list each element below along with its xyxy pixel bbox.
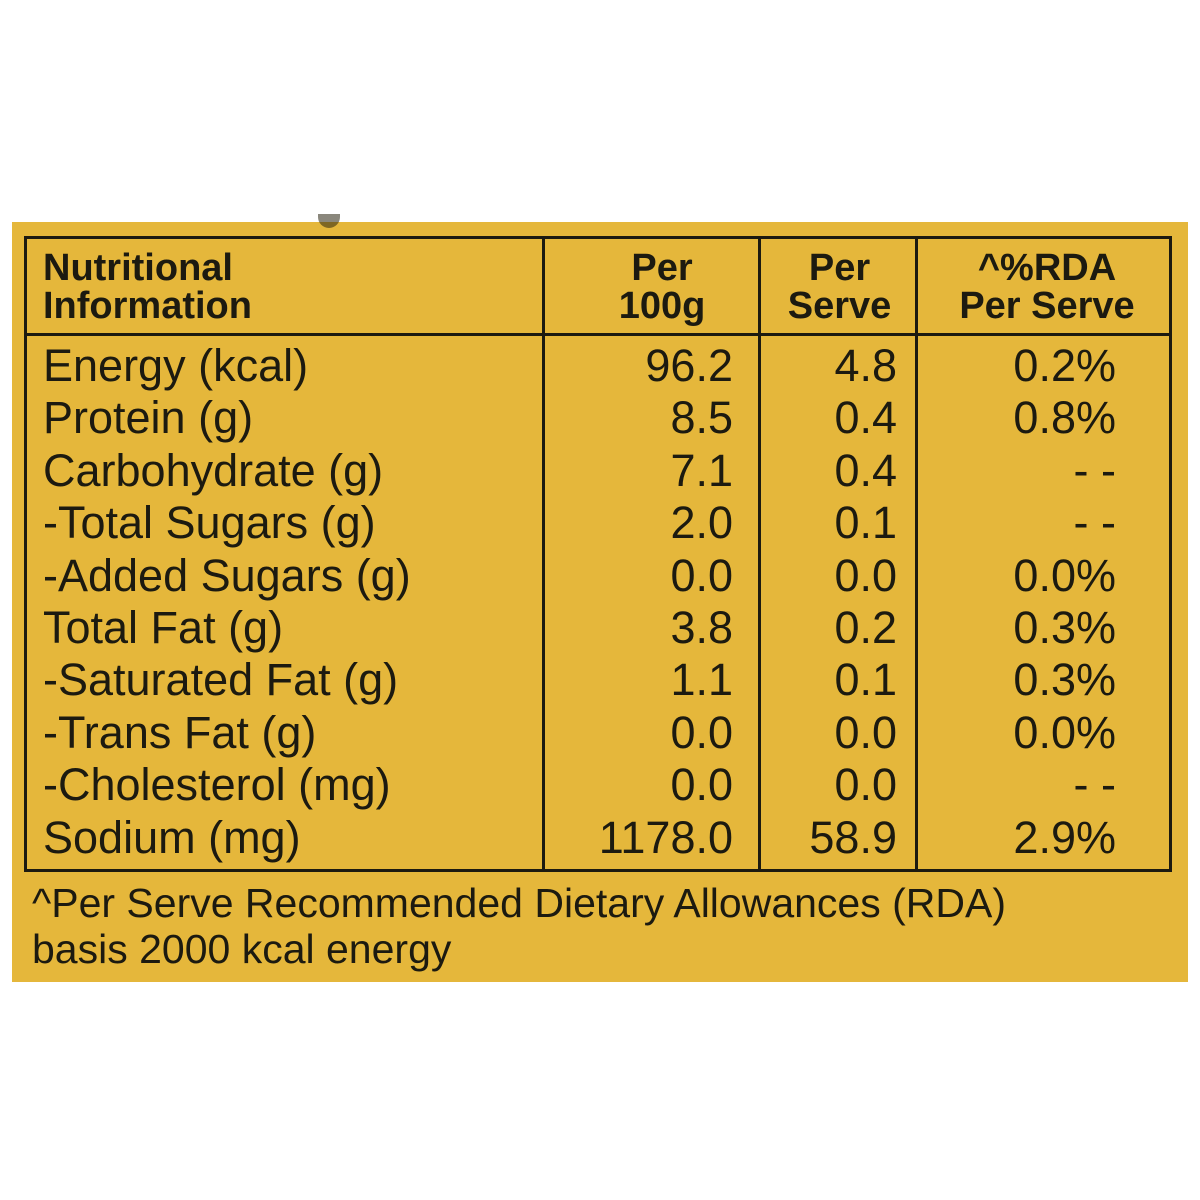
per-serve-value: 0.1 bbox=[834, 497, 897, 549]
per-100g-value: 0.0 bbox=[670, 706, 733, 758]
nutrition-table: Nutritional Information Per 100g Per Ser… bbox=[24, 236, 1172, 872]
rda-value: - - bbox=[1073, 444, 1116, 496]
nutrient-label: -Cholesterol (mg) bbox=[43, 759, 391, 811]
nutrient-label: Sodium (mg) bbox=[43, 811, 301, 863]
header-line: Per bbox=[631, 247, 693, 289]
rda-value: 0.3% bbox=[1013, 602, 1116, 653]
rda-value: - - bbox=[1073, 759, 1116, 811]
nutrient-label: Carbohydrate (g) bbox=[43, 444, 384, 496]
column-divider bbox=[915, 239, 918, 869]
rda-value: 0.3% bbox=[1013, 654, 1116, 706]
nutrient-label: Energy (kcal) bbox=[43, 340, 309, 391]
header-divider bbox=[27, 333, 1169, 336]
per-100g-value: 96.2 bbox=[645, 340, 733, 391]
rda-value: 0.0% bbox=[1013, 706, 1116, 758]
footnote-line: basis 2000 kcal energy bbox=[32, 926, 452, 972]
per-100g-value: 7.1 bbox=[670, 444, 733, 496]
nutrient-label: -Total Sugars (g) bbox=[43, 497, 376, 549]
header-line: ^%RDA bbox=[977, 247, 1117, 289]
per-100g-value: 1.1 bbox=[670, 654, 733, 706]
per-100g-value: 2.0 bbox=[670, 497, 733, 549]
footnote-line: ^Per Serve Recommended Dietary Allowance… bbox=[32, 880, 1006, 926]
rda-value: 0.8% bbox=[1013, 392, 1116, 444]
rda-footnote: ^Per Serve Recommended Dietary Allowance… bbox=[32, 880, 1182, 972]
per-100g-value: 0.0 bbox=[670, 549, 733, 601]
per-serve-value: 0.2 bbox=[834, 602, 897, 653]
column-divider bbox=[758, 239, 761, 869]
per-serve-value: 58.9 bbox=[809, 811, 897, 863]
label-panel bbox=[12, 222, 1188, 982]
per-100g-value: 0.0 bbox=[670, 759, 733, 811]
header-nutritional-information: Nutritional Information bbox=[43, 249, 252, 325]
header-per-100g: Per 100g bbox=[592, 249, 732, 325]
per-100g-value: 1178.0 bbox=[598, 811, 733, 863]
nutrient-label: Protein (g) bbox=[43, 392, 254, 444]
rda-value: - - bbox=[1073, 497, 1116, 549]
nutrient-label: -Trans Fat (g) bbox=[43, 706, 317, 758]
per-serve-value: 0.1 bbox=[834, 654, 897, 706]
per-serve-value: 4.8 bbox=[834, 340, 897, 391]
header-line: Nutritional bbox=[43, 247, 233, 289]
per-serve-value: 0.0 bbox=[834, 549, 897, 601]
per-serve-value: 0.4 bbox=[834, 392, 897, 444]
nutrient-label: -Added Sugars (g) bbox=[43, 549, 411, 601]
header-line: Per Serve bbox=[959, 285, 1135, 327]
column-divider bbox=[542, 239, 545, 869]
header-rda-per-serve: ^%RDA Per Serve bbox=[922, 249, 1172, 325]
rda-value: 0.2% bbox=[1013, 340, 1116, 391]
header-line: Serve bbox=[787, 285, 892, 327]
header-per-serve: Per Serve bbox=[767, 249, 912, 325]
per-100g-value: 3.8 bbox=[670, 602, 733, 653]
nutrient-label: Total Fat (g) bbox=[43, 602, 284, 653]
rda-value: 0.0% bbox=[1013, 549, 1116, 601]
header-line: 100g bbox=[618, 285, 706, 327]
per-serve-value: 0.0 bbox=[834, 706, 897, 758]
per-serve-value: 0.0 bbox=[834, 759, 897, 811]
header-line: Information bbox=[43, 285, 252, 327]
cut-text-fragment bbox=[318, 214, 340, 228]
per-100g-value: 8.5 bbox=[670, 392, 733, 444]
rda-value: 2.9% bbox=[1013, 811, 1116, 863]
per-serve-value: 0.4 bbox=[834, 444, 897, 496]
nutrient-label: -Saturated Fat (g) bbox=[43, 654, 399, 706]
header-line: Per bbox=[808, 247, 871, 289]
